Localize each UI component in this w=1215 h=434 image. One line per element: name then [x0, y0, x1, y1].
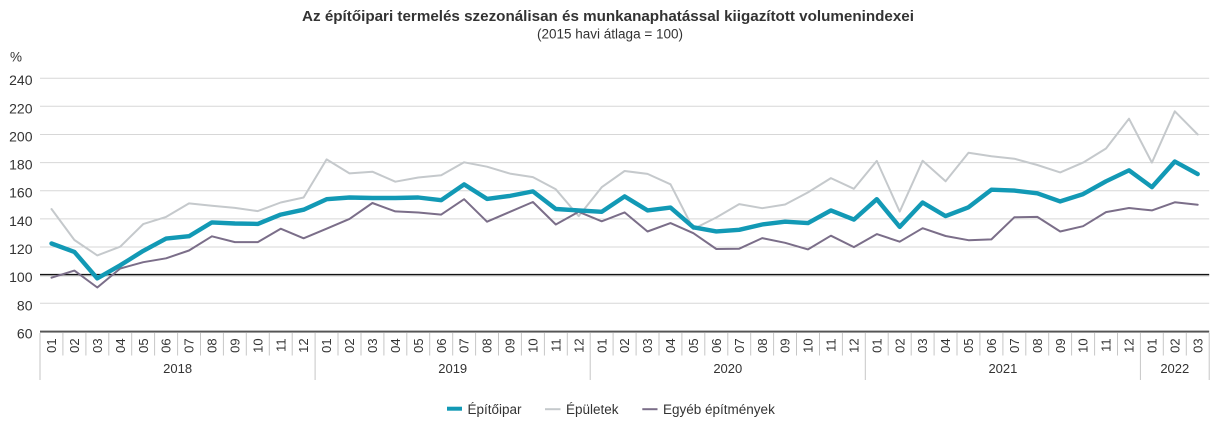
svg-text:80: 80: [17, 297, 33, 313]
svg-text:07: 07: [1007, 338, 1022, 352]
svg-text:100: 100: [9, 269, 33, 285]
svg-text:03: 03: [1190, 338, 1205, 352]
svg-text:06: 06: [984, 338, 999, 352]
svg-text:2021: 2021: [988, 361, 1017, 376]
svg-text:10: 10: [801, 338, 816, 352]
svg-text:2019: 2019: [438, 361, 467, 376]
svg-text:140: 140: [9, 213, 33, 229]
svg-text:120: 120: [9, 241, 33, 257]
svg-text:2022: 2022: [1160, 361, 1189, 376]
svg-text:03: 03: [365, 338, 380, 352]
svg-text:02: 02: [67, 338, 82, 352]
svg-text:11: 11: [1099, 338, 1114, 352]
svg-text:06: 06: [709, 338, 724, 352]
svg-text:11: 11: [548, 338, 563, 352]
svg-text:09: 09: [503, 338, 518, 352]
svg-text:08: 08: [205, 338, 220, 352]
svg-text:07: 07: [182, 338, 197, 352]
svg-text:08: 08: [755, 338, 770, 352]
svg-text:2020: 2020: [713, 361, 742, 376]
svg-text:03: 03: [640, 338, 655, 352]
svg-text:08: 08: [1030, 338, 1045, 352]
svg-text:04: 04: [113, 338, 128, 352]
svg-text:01: 01: [594, 338, 609, 352]
svg-text:05: 05: [686, 338, 701, 352]
svg-text:%: %: [10, 50, 22, 65]
svg-text:11: 11: [273, 338, 288, 352]
svg-text:01: 01: [44, 338, 59, 352]
svg-text:160: 160: [9, 185, 33, 201]
svg-text:12: 12: [296, 338, 311, 352]
svg-text:07: 07: [457, 338, 472, 352]
svg-text:01: 01: [1145, 338, 1160, 352]
svg-text:180: 180: [9, 157, 33, 173]
svg-text:12: 12: [571, 338, 586, 352]
svg-text:04: 04: [663, 338, 678, 352]
svg-text:Épületek: Épületek: [566, 402, 619, 417]
svg-text:03: 03: [90, 338, 105, 352]
svg-text:02: 02: [1167, 338, 1182, 352]
svg-text:11: 11: [824, 338, 839, 352]
svg-text:09: 09: [778, 338, 793, 352]
svg-text:01: 01: [869, 338, 884, 352]
svg-text:12: 12: [847, 338, 862, 352]
svg-text:(2015 havi átlaga = 100): (2015 havi átlaga = 100): [537, 27, 683, 42]
svg-text:02: 02: [617, 338, 632, 352]
svg-text:10: 10: [526, 338, 541, 352]
svg-text:04: 04: [938, 338, 953, 352]
svg-text:02: 02: [892, 338, 907, 352]
svg-text:12: 12: [1122, 338, 1137, 352]
svg-text:05: 05: [136, 338, 151, 352]
svg-text:2018: 2018: [163, 361, 192, 376]
svg-text:240: 240: [9, 72, 33, 88]
svg-text:05: 05: [961, 338, 976, 352]
svg-text:08: 08: [480, 338, 495, 352]
svg-text:220: 220: [9, 100, 33, 116]
svg-text:Építőipar: Építőipar: [468, 402, 523, 417]
svg-text:10: 10: [250, 338, 265, 352]
svg-text:Az építőipari termelés szezoná: Az építőipari termelés szezonálisan és m…: [302, 8, 914, 25]
svg-text:Egyéb építmények: Egyéb építmények: [663, 402, 775, 417]
svg-text:10: 10: [1076, 338, 1091, 352]
svg-text:07: 07: [732, 338, 747, 352]
svg-text:03: 03: [915, 338, 930, 352]
svg-text:02: 02: [342, 338, 357, 352]
svg-text:09: 09: [1053, 338, 1068, 352]
svg-text:60: 60: [17, 325, 33, 341]
svg-text:01: 01: [319, 338, 334, 352]
svg-text:09: 09: [228, 338, 243, 352]
svg-text:04: 04: [388, 338, 403, 352]
svg-text:200: 200: [9, 129, 33, 145]
svg-text:05: 05: [411, 338, 426, 352]
svg-text:06: 06: [434, 338, 449, 352]
svg-text:06: 06: [159, 338, 174, 352]
